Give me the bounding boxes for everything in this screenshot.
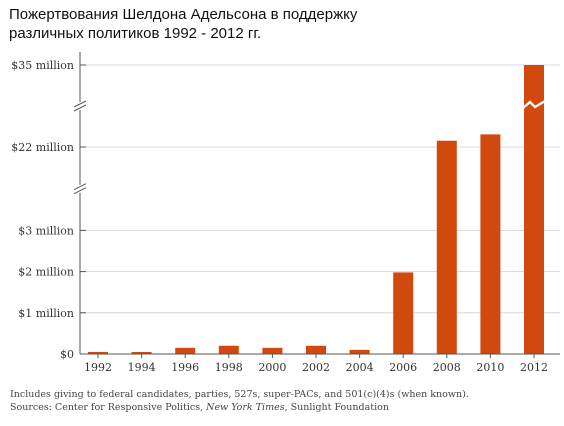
x-tick-label-2012: 2012: [520, 361, 548, 374]
bar-2000: [262, 347, 283, 354]
y-axis-break-mark-1-a: [73, 100, 87, 108]
bar-2006: [393, 272, 414, 354]
y-tick-label-4: $22 million: [11, 141, 74, 154]
bar-2008: [436, 140, 457, 354]
y-tick-label-0: $0: [60, 348, 74, 361]
bar-1998: [218, 345, 239, 354]
bar-break-mark-2008: [435, 99, 459, 109]
y-axis-break-gap-1: [74, 102, 86, 110]
y-tick-label-2: $2 million: [18, 266, 74, 279]
bar-2010: [480, 134, 501, 354]
bar-break-mark-2010: [478, 99, 503, 109]
x-tick-label-1996: 1996: [171, 361, 199, 374]
bar-2004: [349, 349, 370, 354]
x-tick-label-1992: 1992: [84, 361, 112, 374]
x-tick-label-2006: 2006: [389, 361, 417, 374]
chart-title: Пожертвования Шелдона Адельсона в поддер…: [9, 5, 429, 43]
footnote-sources-prefix: Sources: Center for Responsive Politics,: [10, 402, 207, 413]
bar-2002: [306, 345, 326, 354]
bar-1992: [88, 351, 108, 354]
footnote-line-1: Includes giving to federal candidates, p…: [10, 389, 469, 400]
y-axis-break-gap-0: [74, 184, 86, 193]
x-tick-label-1998: 1998: [215, 361, 243, 374]
chart-title-line-2: различных политиков 1992 - 2012 гг.: [9, 25, 262, 42]
bar-break-mark-2012: [522, 99, 546, 109]
x-tick-label-2008: 2008: [433, 361, 461, 374]
chart-title-line-1: Пожертвования Шелдона Адельсона в поддер…: [9, 6, 358, 23]
bar-1994: [131, 352, 152, 354]
y-tick-label-5: $35 million: [11, 59, 74, 72]
x-tick-label-2010: 2010: [476, 361, 504, 374]
footnote-sources-suffix: , Sunlight Foundation: [284, 402, 389, 413]
y-axis-break-mark-0-a: [73, 183, 87, 191]
footnote: Includes giving to federal candidates, p…: [10, 388, 550, 414]
y-axis-break-mark-0-b: [73, 187, 87, 195]
y-axis-break-mark-1-b: [73, 104, 87, 112]
bar-1996: [175, 347, 196, 354]
bar-2012: [524, 65, 544, 354]
x-tick-label-1994: 1994: [128, 361, 156, 374]
x-tick-label-2002: 2002: [302, 361, 330, 374]
y-tick-label-1: $1 million: [18, 307, 74, 320]
y-tick-label-3: $3 million: [18, 224, 74, 237]
footnote-line-2: Sources: Center for Responsive Politics,…: [10, 401, 550, 414]
x-tick-label-2004: 2004: [346, 361, 374, 374]
x-tick-label-2000: 2000: [258, 361, 286, 374]
footnote-sources-italic: New York Times: [206, 402, 285, 413]
